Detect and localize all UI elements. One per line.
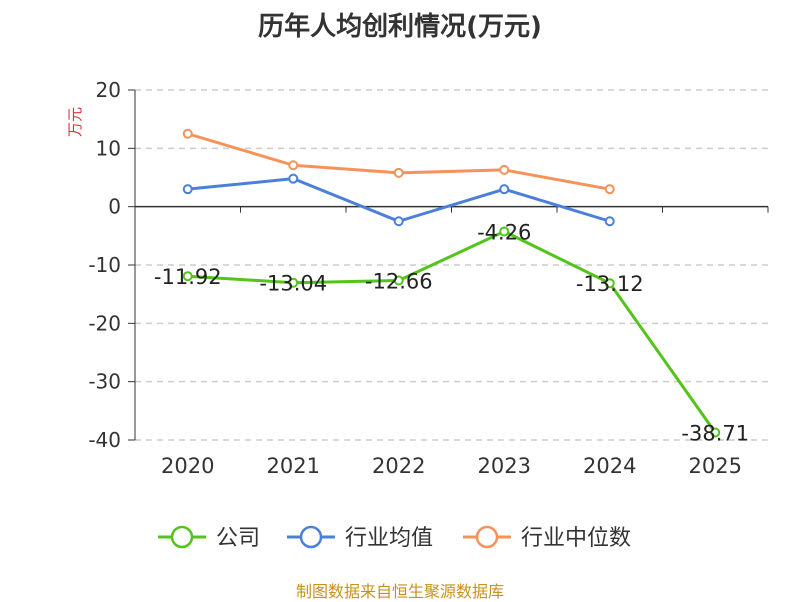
y-tick-label: 20 <box>96 78 121 102</box>
data-point[interactable] <box>393 216 404 227</box>
data-point[interactable] <box>393 167 404 178</box>
data-point[interactable] <box>288 173 299 184</box>
y-tick-label: -20 <box>88 311 121 335</box>
x-tick-label: 2020 <box>161 454 214 478</box>
x-tick-label: 2024 <box>583 454 636 478</box>
grid-lines <box>135 89 768 441</box>
data-label: -38.71 <box>681 421 749 445</box>
legend-marker <box>475 525 499 549</box>
data-point[interactable] <box>499 184 510 195</box>
data-point[interactable] <box>710 427 721 438</box>
data-label: -12.66 <box>365 270 433 294</box>
y-tick-label: -40 <box>88 428 121 452</box>
x-tick-label: 2021 <box>267 454 320 478</box>
legend-item[interactable]: 行业中位数 <box>463 525 631 551</box>
data-point[interactable] <box>182 271 193 282</box>
x-tick-label: 2023 <box>478 454 531 478</box>
series-lines <box>182 128 721 438</box>
legend-label: 公司 <box>216 526 260 551</box>
data-label: -4.26 <box>477 221 531 245</box>
y-tick-label: -10 <box>88 253 121 277</box>
x-tick-label: 2022 <box>372 454 425 478</box>
legend-marker <box>299 525 323 549</box>
data-point[interactable] <box>288 160 299 171</box>
data-point[interactable] <box>182 184 193 195</box>
legend[interactable]: 公司 行业均值 行业中位数 <box>158 525 631 551</box>
data-point[interactable] <box>499 226 510 237</box>
data-labels: -11.92 -13.04 -12.66 -4.26 -13.12 -38.71 <box>154 221 749 446</box>
legend-item[interactable]: 行业均值 <box>287 525 433 551</box>
y-tick-label: -30 <box>88 370 121 394</box>
legend-label: 行业均值 <box>345 526 433 551</box>
data-label: -11.92 <box>154 265 222 289</box>
data-point[interactable] <box>499 164 510 175</box>
legend-marker <box>170 525 194 549</box>
data-label: -13.04 <box>259 272 327 296</box>
series-line <box>187 177 611 223</box>
x-tick-label: 2025 <box>689 454 742 478</box>
series-line <box>187 132 611 191</box>
data-label: -13.12 <box>576 272 644 296</box>
data-point[interactable] <box>604 278 615 289</box>
axes: 20 10 0 -10 -20 -30 -40 2020 2021 2022 2023 2024 202… <box>66 78 769 478</box>
data-point[interactable] <box>393 275 404 286</box>
source-note: 制图数据来自恒生聚源数据库 <box>295 582 504 601</box>
y-tick-label: 0 <box>108 195 121 219</box>
data-point[interactable] <box>604 216 615 227</box>
data-point[interactable] <box>182 128 193 139</box>
series-line <box>187 230 717 434</box>
y-tick-label: 10 <box>96 136 121 160</box>
legend-item[interactable]: 公司 <box>158 525 260 551</box>
y-axis-label: 万元 <box>66 107 84 137</box>
data-point[interactable] <box>604 184 615 195</box>
legend-label: 行业中位数 <box>521 526 631 551</box>
chart-title: 历年人均创利情况(万元) <box>258 12 542 42</box>
data-point[interactable] <box>288 277 299 288</box>
